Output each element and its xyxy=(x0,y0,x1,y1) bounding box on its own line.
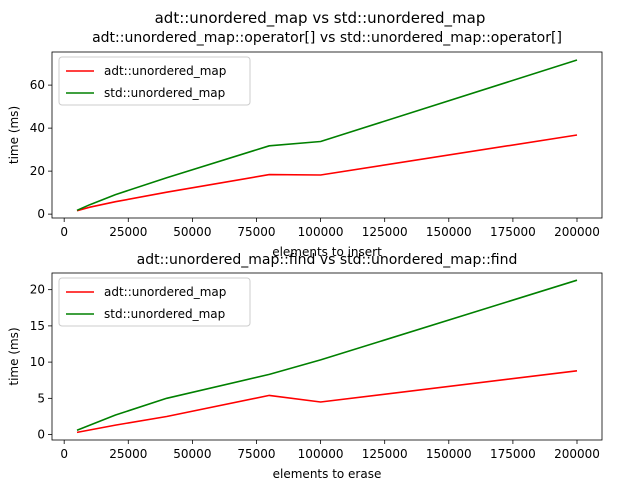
chart-title: adt::unordered_map::operator[] vs std::u… xyxy=(92,30,562,46)
figure-suptitle: adt::unordered_map vs std::unordered_map xyxy=(155,9,486,28)
x-axis-label: elements to erase xyxy=(273,467,382,480)
legend-box xyxy=(58,277,251,327)
legend-label-2: std::unordered_map xyxy=(104,86,225,100)
legend-label-1: adt::unordered_map xyxy=(104,64,226,78)
x-tick-label: 100000 xyxy=(298,225,344,239)
y-tick-label: 15 xyxy=(30,319,45,333)
chart-panel-2: 0 25000 50000 75000 100000 125000 150000 175000… xyxy=(7,272,603,480)
series-line-1 xyxy=(76,134,578,212)
plot-frame xyxy=(51,51,603,219)
x-tick-label: 50000 xyxy=(173,225,211,239)
chart-panel-1: adt::unordered_map::operator[] vs std::u… xyxy=(7,30,603,259)
x-tick-label: 75000 xyxy=(237,225,275,239)
x-tick-label: 200000 xyxy=(554,225,600,239)
x-tick-label: 0 xyxy=(60,447,68,461)
y-tick-label: 10 xyxy=(30,355,45,369)
y-tick-label: 40 xyxy=(30,121,45,135)
x-tick-label: 175000 xyxy=(490,447,536,461)
x-tick-label: 75000 xyxy=(237,447,275,461)
y-tick-label: 20 xyxy=(30,164,45,178)
x-tick-label: 100000 xyxy=(298,447,344,461)
legend-label-1: adt::unordered_map xyxy=(104,285,226,299)
x-tick-label: 150000 xyxy=(426,225,472,239)
x-tick-label: 125000 xyxy=(362,447,408,461)
series-line-1 xyxy=(76,370,578,434)
legend-label-2: std::unordered_map xyxy=(104,307,225,321)
x-tick-label: 25000 xyxy=(109,225,147,239)
x-tick-label: 150000 xyxy=(426,447,472,461)
y-tick-label: 20 xyxy=(30,283,45,297)
y-tick-label: 0 xyxy=(37,428,45,442)
series-line-2 xyxy=(76,59,578,212)
x-axis-label: elements to insert xyxy=(272,245,382,259)
plot-frame xyxy=(51,272,603,441)
legend-box xyxy=(58,56,251,106)
x-tick-label: 125000 xyxy=(362,225,408,239)
y-tick-label: 5 xyxy=(37,391,45,405)
y-axis-label: time (ms) xyxy=(7,327,21,385)
chart-title: adt::unordered_map::find vs std::unorder… xyxy=(137,252,518,268)
x-tick-label: 25000 xyxy=(109,447,147,461)
y-tick-label: 0 xyxy=(37,207,45,221)
x-tick-label: 200000 xyxy=(554,447,600,461)
x-tick-label: 50000 xyxy=(173,447,211,461)
y-tick-label: 60 xyxy=(30,78,45,92)
y-axis-label: time (ms) xyxy=(7,106,21,164)
x-tick-label: 175000 xyxy=(490,225,536,239)
x-tick-label: 0 xyxy=(60,225,68,239)
series-line-2 xyxy=(76,279,578,431)
